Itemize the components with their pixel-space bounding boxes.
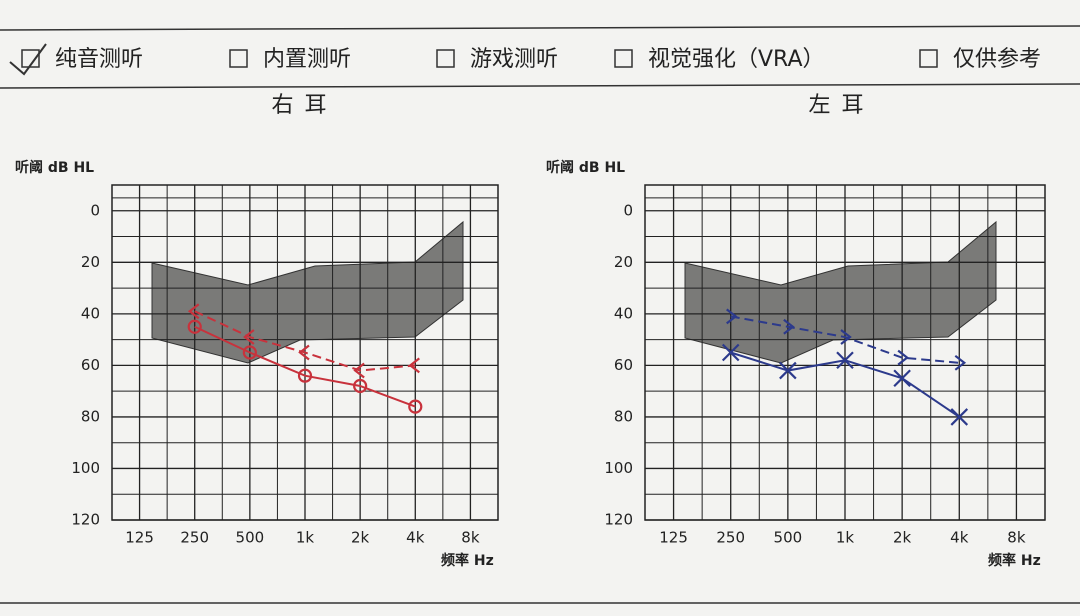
audiogram: 0 20 40 60 80 100 120 125 250 500 1k 2k 4k 8k 左 耳听阈 dB… [546,93,1046,569]
x-tick-label: 125 [125,529,154,547]
x-axis-label: 频率 Hz [441,552,494,569]
x-tick-label: 125 [659,529,688,547]
option-label: 纯音测听 [55,47,143,72]
checkbox [436,49,455,68]
option-label: 内置测听 [263,47,351,72]
marker [408,399,423,414]
series-line [194,325,416,408]
x-tick-label: 8k [461,529,480,547]
y-tick-label: 20 [81,253,100,271]
y-tick-label: 0 [90,201,100,219]
y-tick-label: 120 [71,511,100,529]
y-tick-label: 100 [71,459,100,477]
normal-range-band [151,220,464,364]
checkmark [9,43,47,76]
option-label: 仅供参考 [953,47,1041,72]
y-axis-label: 听阈 dB HL [15,159,94,176]
y-tick-label: 60 [81,356,100,374]
x-tick-label: 4k [950,529,969,547]
y-tick-label: 20 [614,253,633,271]
y-tick-label: 40 [614,304,633,322]
marker [950,408,969,426]
marker [893,369,911,388]
normal-range-band [684,220,997,364]
y-tick-label: 60 [614,356,633,374]
option-label: 视觉强化（VRA） [648,47,825,72]
marker [243,329,255,345]
form-line [0,25,1080,31]
checkbox [229,49,248,68]
checkbox [614,49,633,68]
checkbox [919,49,938,68]
marker [779,361,797,380]
marker [836,351,854,370]
y-tick-label: 100 [604,459,633,477]
series-line [194,310,416,372]
x-tick-label: 8k [1007,529,1026,547]
marker [897,349,909,366]
marker [298,344,310,361]
x-tick-label: 250 [716,529,745,547]
checkbox [21,49,40,68]
marker [353,362,365,379]
marker [297,368,313,383]
marker [721,343,740,362]
marker [840,329,852,345]
marker [187,319,202,334]
marker [726,308,738,325]
marker [187,303,200,320]
chart-title: 右 耳 [272,93,329,118]
marker [408,357,420,374]
x-tick-label: 500 [236,529,265,547]
form-line [0,83,1080,89]
x-tick-label: 2k [351,529,370,547]
x-axis-label: 频率 Hz [988,552,1041,569]
option-label: 游戏测听 [470,47,558,72]
x-tick-label: 1k [296,529,315,547]
y-tick-label: 120 [604,511,633,529]
x-tick-label: 500 [774,529,803,547]
x-tick-label: 250 [180,529,209,547]
x-tick-label: 2k [893,529,912,547]
series-line [730,315,960,364]
y-axis-label: 听阈 dB HL [546,159,625,176]
marker [954,354,967,371]
y-tick-label: 80 [614,407,633,425]
y-tick-label: 40 [81,304,100,322]
marker [783,318,795,335]
x-tick-label: 4k [406,529,425,547]
marker [242,345,257,360]
chart-title: 左 耳 [809,93,866,118]
header: 纯音测听 内置测听 游戏测听 视觉强化（VRA） 仅供参考 [9,43,1041,76]
y-tick-label: 0 [623,201,633,219]
x-tick-label: 1k [836,529,855,547]
audiogram: 0 20 40 60 80 100 120 125 250 500 1k 2k 4k 8k 右 耳听阈 dB… [15,93,499,569]
charts: 0 20 40 60 80 100 120 125 250 500 1k 2k 4k 8k 右 耳听阈 dB… [15,93,1046,569]
y-tick-label: 80 [81,407,100,425]
marker [353,378,368,394]
